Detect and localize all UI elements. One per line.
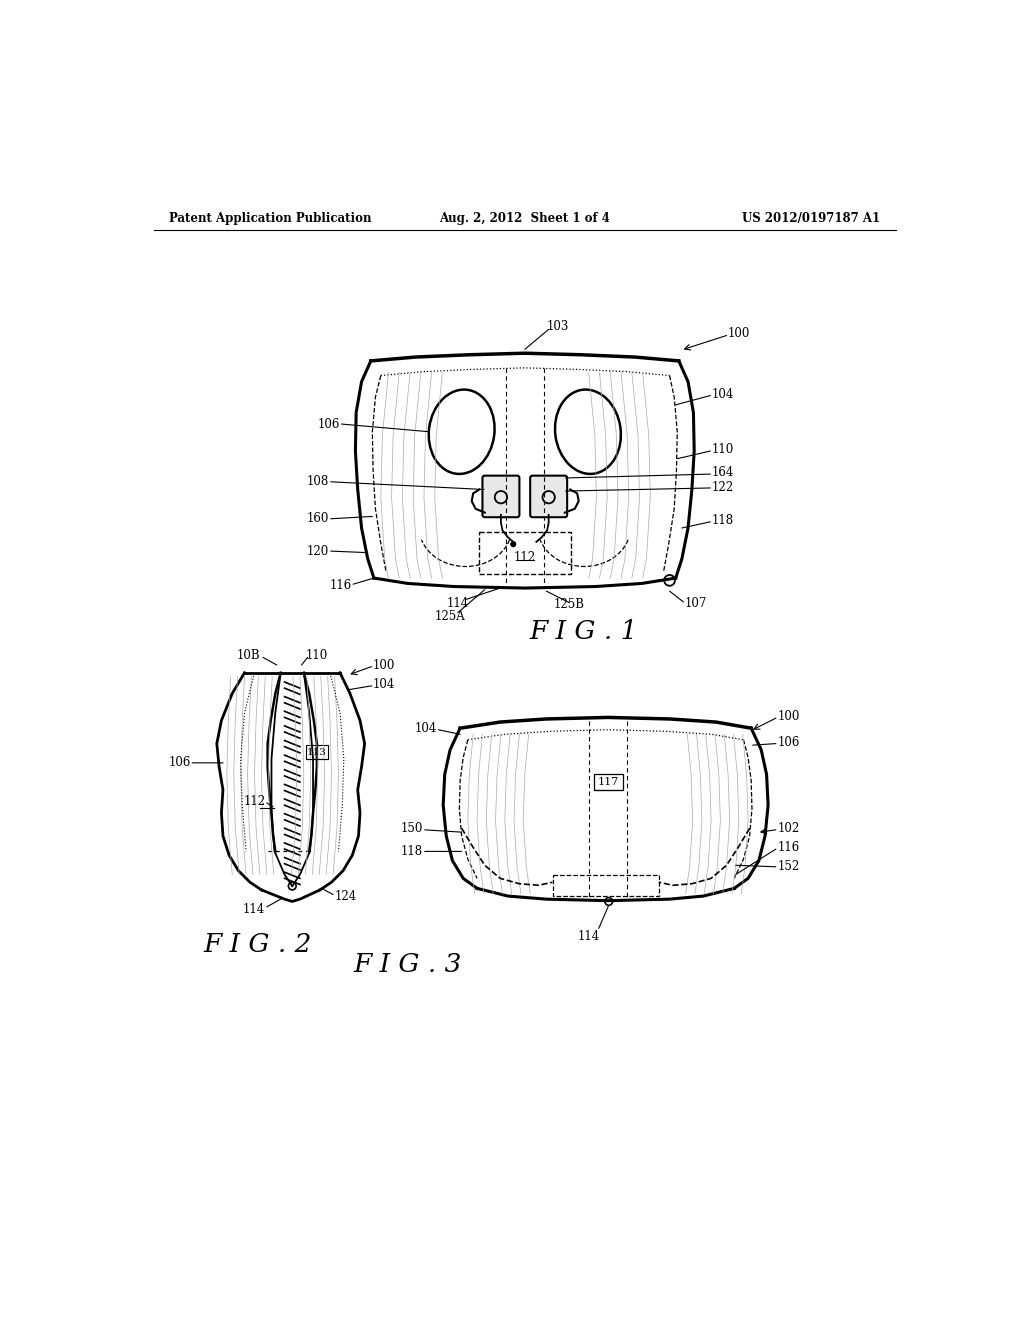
- Text: 10B: 10B: [237, 648, 260, 661]
- Text: 100: 100: [373, 659, 395, 672]
- Bar: [594, 775, 624, 789]
- Text: 107: 107: [685, 597, 708, 610]
- Text: 106: 106: [317, 417, 340, 430]
- Text: 120: 120: [307, 545, 330, 557]
- Text: 104: 104: [712, 388, 734, 400]
- Text: 150: 150: [400, 822, 423, 834]
- Circle shape: [510, 541, 516, 548]
- Text: 110: 110: [306, 648, 329, 661]
- Text: 108: 108: [307, 475, 330, 488]
- Text: F I G . 3: F I G . 3: [353, 952, 462, 977]
- Text: 112: 112: [514, 552, 536, 564]
- Text: Patent Application Publication: Patent Application Publication: [169, 213, 372, 224]
- Text: 112: 112: [243, 795, 265, 808]
- Text: 122: 122: [712, 482, 734, 495]
- Text: 116: 116: [330, 579, 351, 593]
- Text: 114: 114: [243, 903, 265, 916]
- Text: 124: 124: [335, 890, 356, 903]
- Text: 114: 114: [578, 929, 600, 942]
- Text: 152: 152: [777, 861, 800, 874]
- Text: 164: 164: [712, 466, 734, 479]
- Text: 106: 106: [168, 756, 190, 770]
- Text: 160: 160: [307, 512, 330, 525]
- Text: 113: 113: [307, 747, 327, 756]
- Text: 118: 118: [712, 513, 734, 527]
- Text: 117: 117: [598, 777, 620, 787]
- Text: 103: 103: [547, 319, 568, 333]
- Text: 110: 110: [712, 444, 734, 455]
- FancyBboxPatch shape: [482, 475, 519, 517]
- Text: 102: 102: [777, 822, 800, 834]
- Bar: [478, 532, 571, 574]
- Text: 125B: 125B: [554, 598, 585, 611]
- Bar: [306, 744, 328, 759]
- Text: Aug. 2, 2012  Sheet 1 of 4: Aug. 2, 2012 Sheet 1 of 4: [439, 213, 610, 224]
- Text: F I G . 2: F I G . 2: [204, 932, 311, 957]
- Text: 114: 114: [446, 597, 469, 610]
- Bar: [553, 874, 658, 896]
- Text: US 2012/0197187 A1: US 2012/0197187 A1: [742, 213, 881, 224]
- Text: F I G . 1: F I G . 1: [529, 619, 638, 644]
- FancyBboxPatch shape: [530, 475, 567, 517]
- Text: 125A: 125A: [435, 610, 466, 623]
- Text: 118: 118: [401, 845, 423, 858]
- Text: 100: 100: [728, 327, 751, 341]
- Text: 104: 104: [373, 677, 395, 690]
- Text: 100: 100: [777, 710, 800, 723]
- Text: 116: 116: [777, 841, 800, 854]
- Text: 104: 104: [415, 722, 437, 735]
- Text: 106: 106: [777, 735, 800, 748]
